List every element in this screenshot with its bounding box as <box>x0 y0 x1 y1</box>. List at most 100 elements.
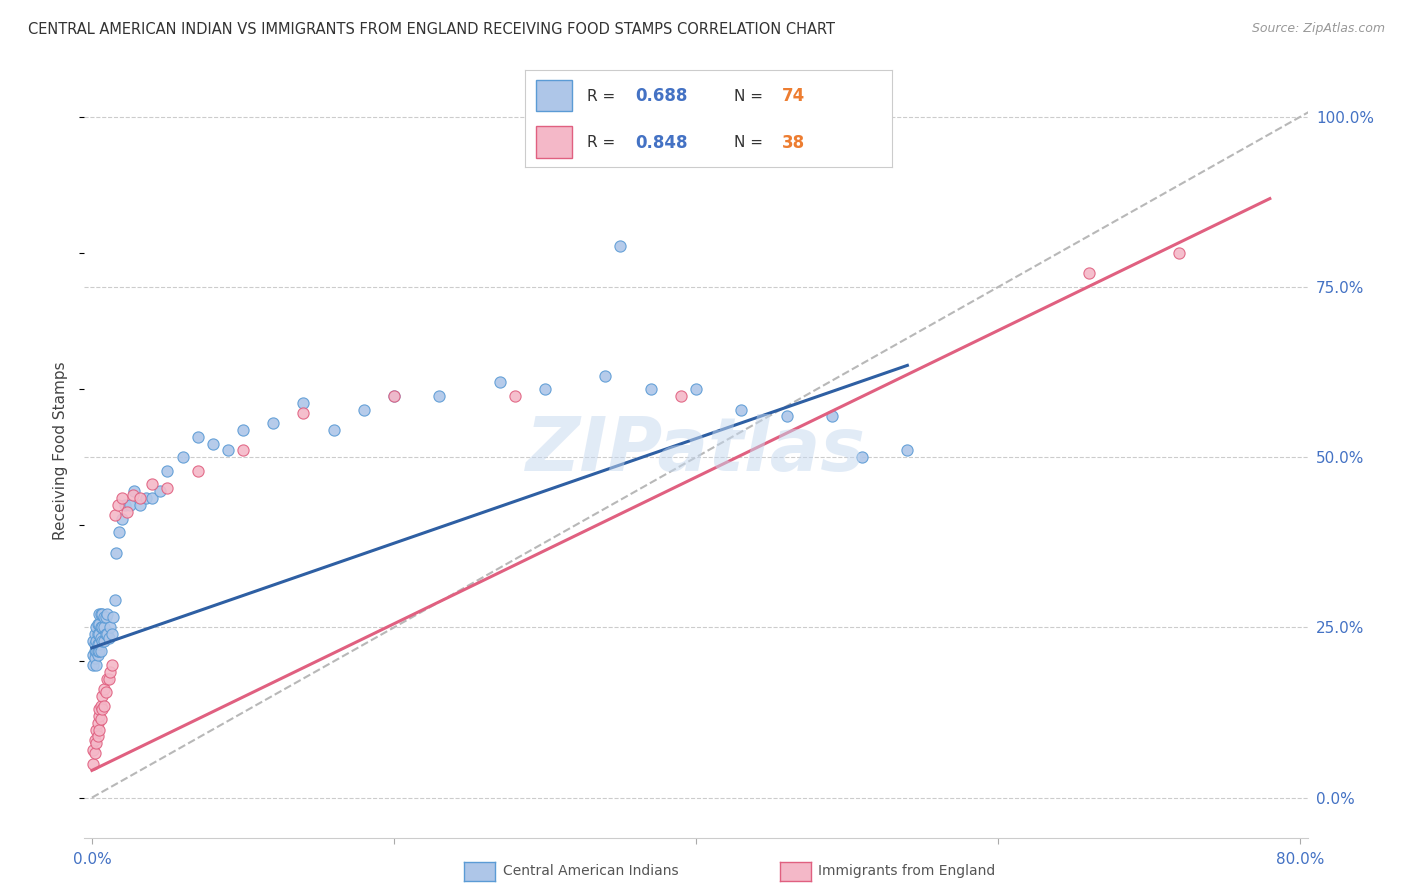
Point <box>89 644 111 658</box>
Point <box>1077 267 1099 281</box>
Point <box>103 508 125 523</box>
Point <box>100 627 122 641</box>
Point <box>89 723 111 737</box>
Point <box>86 723 108 737</box>
Point <box>292 406 315 420</box>
Point <box>87 715 110 730</box>
Point <box>97 631 120 645</box>
Point <box>84 747 107 761</box>
Point <box>89 617 111 632</box>
Point <box>84 732 107 747</box>
Point <box>187 430 209 444</box>
Point <box>217 443 239 458</box>
Point <box>93 698 115 713</box>
Point <box>232 423 254 437</box>
Point <box>821 409 844 424</box>
Point <box>262 416 284 430</box>
Point <box>111 491 134 505</box>
Point <box>89 709 111 723</box>
Point <box>201 436 224 450</box>
Point <box>129 498 152 512</box>
Text: Immigrants from England: Immigrants from England <box>818 864 995 879</box>
Point <box>156 481 179 495</box>
Point <box>685 382 707 396</box>
Point <box>98 665 121 679</box>
Point <box>114 498 136 512</box>
Point <box>82 657 104 672</box>
Point <box>121 488 143 502</box>
Point <box>730 402 752 417</box>
Point <box>1168 246 1191 260</box>
Point <box>89 702 111 716</box>
Point <box>100 657 122 672</box>
Point <box>89 637 111 651</box>
Point <box>156 464 179 478</box>
Y-axis label: Receiving Food Stamps: Receiving Food Stamps <box>53 361 69 540</box>
Point <box>84 627 107 641</box>
Point <box>851 450 873 465</box>
Point <box>91 689 114 703</box>
Point <box>90 698 112 713</box>
Point <box>896 443 918 458</box>
Point <box>84 651 107 665</box>
Point <box>292 396 315 410</box>
Point <box>90 620 112 634</box>
Point <box>91 620 114 634</box>
Point <box>93 634 115 648</box>
Point <box>93 610 115 624</box>
Point <box>93 681 115 696</box>
Text: ZIPatlas: ZIPatlas <box>526 414 866 487</box>
Point <box>82 756 104 771</box>
Point <box>503 389 526 403</box>
Point <box>87 648 110 662</box>
Point <box>103 593 125 607</box>
Point <box>775 409 797 424</box>
Point <box>82 743 104 757</box>
Point <box>382 389 405 403</box>
Point <box>86 620 108 634</box>
Point <box>118 498 141 512</box>
Point <box>135 491 157 505</box>
Point <box>149 484 172 499</box>
Point <box>107 498 129 512</box>
Point <box>382 389 405 403</box>
Point <box>322 423 344 437</box>
Point <box>105 545 128 559</box>
Point <box>82 648 104 662</box>
Point <box>94 610 117 624</box>
Point <box>84 637 107 651</box>
Point <box>89 607 111 621</box>
Point <box>129 491 152 505</box>
Point <box>640 382 662 396</box>
Point <box>87 617 110 632</box>
Point <box>87 644 110 658</box>
Point <box>86 736 108 750</box>
Point <box>96 627 118 641</box>
Point <box>91 607 114 621</box>
Point <box>86 634 108 648</box>
Point <box>98 620 121 634</box>
Point <box>90 644 112 658</box>
Point <box>669 389 692 403</box>
Point <box>90 631 112 645</box>
Point <box>93 620 115 634</box>
Point <box>90 607 112 621</box>
Point <box>232 443 254 458</box>
Point <box>87 637 110 651</box>
Point <box>90 712 112 726</box>
Point <box>89 627 111 641</box>
Point <box>353 402 375 417</box>
Point <box>111 511 134 525</box>
Point <box>141 491 163 505</box>
Text: Source: ZipAtlas.com: Source: ZipAtlas.com <box>1251 22 1385 36</box>
Point <box>86 644 108 658</box>
Point <box>488 376 510 390</box>
Point <box>82 634 104 648</box>
Point <box>91 634 114 648</box>
Point <box>94 685 117 699</box>
Point <box>108 525 131 540</box>
Point <box>534 382 557 396</box>
Point <box>97 672 120 686</box>
Point <box>427 389 450 403</box>
Text: Central American Indians: Central American Indians <box>503 864 679 879</box>
